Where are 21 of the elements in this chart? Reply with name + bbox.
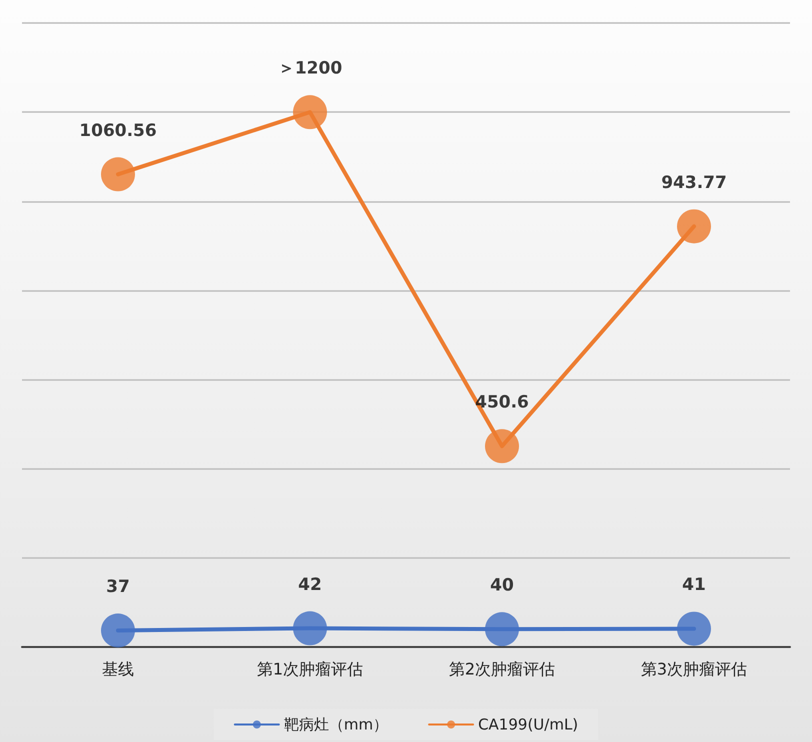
point: [101, 157, 135, 192]
x-tick-label: 第3次肿瘤评估: [640, 660, 748, 678]
point: [293, 95, 327, 130]
legend-label: CA199(U/mL): [478, 716, 578, 734]
data-label: 40: [490, 576, 514, 596]
point: [677, 612, 711, 646]
point: [485, 612, 519, 646]
point: [485, 429, 519, 464]
legend-label: 靶病灶（mm）: [284, 716, 388, 734]
x-tick-label: 第1次肿瘤评估: [256, 660, 364, 678]
data-label: 37: [106, 577, 130, 598]
data-label: 41: [682, 575, 706, 596]
point: [293, 611, 327, 646]
point: [101, 614, 135, 648]
x-tick-label: 基线: [102, 660, 134, 678]
data-label: ＞1200: [278, 58, 342, 79]
data-label: 42: [298, 574, 322, 595]
data-label: 1060.56: [79, 120, 157, 141]
point: [677, 209, 711, 244]
x-tick-label: 第2次肿瘤评估: [448, 660, 556, 678]
data-label: 943.77: [661, 172, 727, 193]
